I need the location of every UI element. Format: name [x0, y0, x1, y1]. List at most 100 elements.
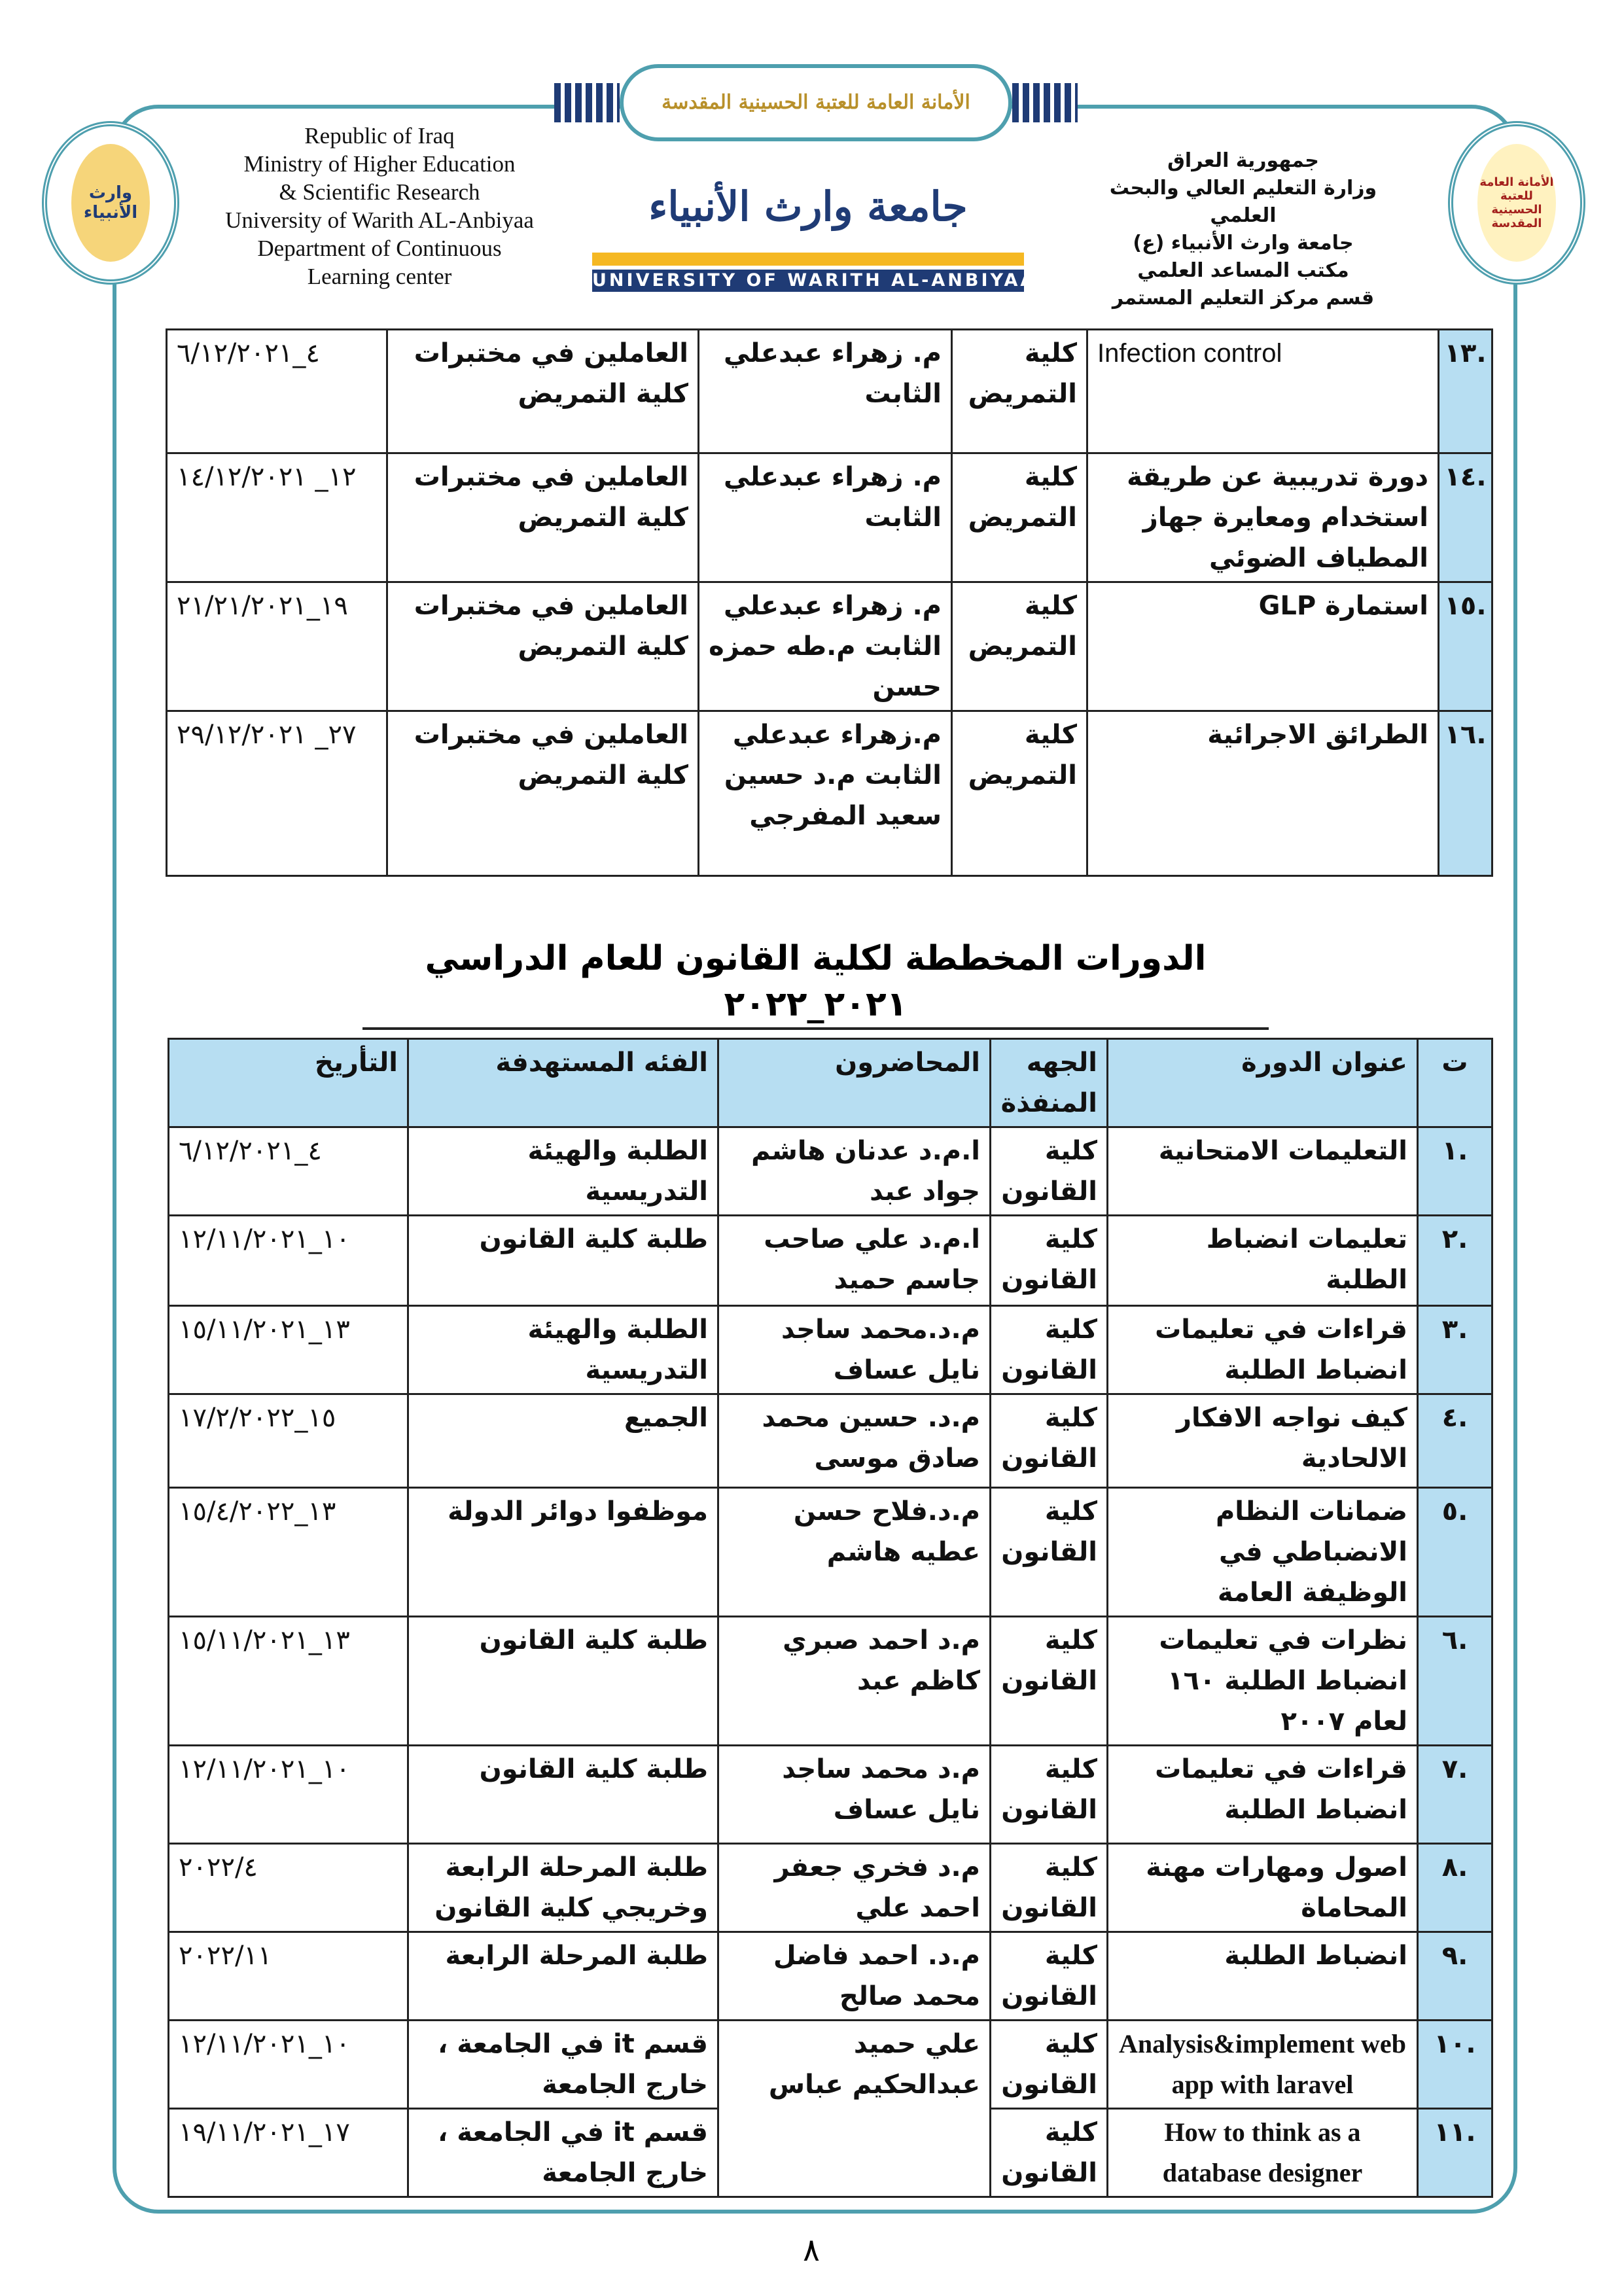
row-number: .٧ [1417, 1744, 1493, 1845]
target-audience: طلبة المرحلة الرابعة [407, 1931, 719, 2021]
table-row: .١٤ دورة تدريبية عن طريقة استخدام ومعايرة… [166, 452, 1493, 583]
row-number: .٨ [1417, 1843, 1493, 1933]
course-title: ضمانات النظام الانضباطي في الوظيفة العام… [1106, 1487, 1419, 1617]
letterhead-line: جامعة وارث الأنبياء (ع) [1133, 232, 1354, 255]
date: ١٧_١٩/١١/٢٠٢١ [168, 2108, 409, 2198]
faculty: كلية القانون [989, 1744, 1108, 1845]
lecturers: م. زهراء عبدعلي الثابت [697, 328, 953, 454]
nursing-courses-table: .١٣ Infection control كلية التمريض م. زهراء… [166, 328, 1493, 877]
target-audience: الطلبة والهيئة التدريسية [407, 1305, 719, 1395]
table-row: .٥ ضمانات النظام الانضباطي في الوظيفة الع… [168, 1487, 1493, 1617]
table-row: .١٣ Infection control كلية التمريض م. زهراء… [166, 328, 1493, 454]
row-number: .٢ [1417, 1214, 1493, 1307]
lecturers: م.زهراء عبدعلي الثابت م.د حسين سعيد المف… [697, 710, 953, 877]
table-row: .٨ اصول ومهارات مهنة المحاماة كلية القانون… [168, 1843, 1493, 1933]
letterhead-line: University of Warith AL-Anbiyaa [225, 207, 534, 233]
lecturers: م.د محمد ساجد نايل عساف [717, 1744, 991, 1845]
faculty: كلية القانون [989, 2108, 1108, 2198]
faculty: كلية التمريض [951, 710, 1088, 877]
date: ١٣_١٥/١١/٢٠٢١ [168, 1305, 409, 1395]
table-row: .٦ نظرات في تعليمات انضباط الطلبة ١٦٠ لعا… [168, 1616, 1493, 1746]
lecturers: م.د. احمد فاضل محمد صالح [717, 1931, 991, 2021]
arabic-letterhead: جمهورية العراق وزارة التعليم العالي والب… [1073, 147, 1413, 312]
date: ٢٠٢٢/٤ [168, 1843, 409, 1933]
law-courses-title: الدورات المخططة لكلية القانون للعام الدر… [362, 936, 1269, 1030]
faculty: كلية القانون [989, 1393, 1108, 1489]
row-number: .١ [1417, 1126, 1493, 1216]
faculty: كلية القانون [989, 1126, 1108, 1216]
letterhead-line: Learning center [307, 264, 452, 289]
course-title: الطرائق الاجرائية [1086, 710, 1439, 877]
row-number: .٤ [1417, 1393, 1493, 1489]
target-audience: الجميع [407, 1393, 719, 1489]
row-number: .١١ [1417, 2108, 1493, 2198]
table-row: .١١ How to think as a database designer كل… [168, 2108, 1493, 2198]
target-audience: طلبة المرحلة الرابعة وخريجي كلية القانون [407, 1843, 719, 1933]
letterhead-line: وزارة التعليم العالي والبحث العلمي [1109, 177, 1377, 227]
date: ١٠_١٢/١١/٢٠٢١ [168, 1744, 409, 1845]
date: ١٠_١٢/١١/٢٠٢١ [168, 2019, 409, 2110]
row-number: .١٤ [1438, 452, 1493, 583]
faculty: كلية التمريض [951, 328, 1088, 454]
row-number: .١٠ [1417, 2019, 1493, 2110]
faculty: كلية التمريض [951, 581, 1088, 712]
header-audience: الفئه المستهدفة [407, 1038, 719, 1128]
course-title: Infection control [1086, 328, 1439, 454]
header-title: عنوان الدورة [1106, 1038, 1419, 1128]
header-date: التأريخ [168, 1038, 409, 1128]
faculty: كلية القانون [989, 2019, 1108, 2110]
lecturers: علي حميد عبدالحكيم عباس [717, 2019, 991, 2198]
ornament-left-icon [554, 82, 620, 122]
date: ٢٠٢٢/١١ [168, 1931, 409, 2021]
letterhead-line: قسم مركز التعليم المستمر [1112, 287, 1375, 309]
table-row: .٩ انضباط الطلبة كلية القانون م.د. احمد فاض… [168, 1931, 1493, 2021]
date: ٤_٦/١٢/٢٠٢١ [168, 1126, 409, 1216]
seal-text: الأمانة العامة للعتبة الحسينية المقدسة [1477, 144, 1556, 262]
university-logo-arabic: جامعة وارث الأنبياء [648, 183, 968, 230]
table-row: .٧ قراءات في تعليمات انضباط الطلبة كلية ال… [168, 1744, 1493, 1845]
date: ١٢_ ١٤/١٢/٢٠٢١ [166, 452, 388, 583]
header-faculty: الجهه المنفذة [989, 1038, 1108, 1128]
course-title: How to think as a database designer [1106, 2108, 1419, 2198]
target-audience: العاملين في مختبرات كلية التمريض [386, 328, 699, 454]
course-title: استمارة GLP [1086, 581, 1439, 712]
table-row: .١ التعليمات الامتحانية كلية القانون ا.م.د … [168, 1126, 1493, 1216]
faculty: كلية القانون [989, 1214, 1108, 1307]
letterhead-line: مكتب المساعد العلمي [1137, 259, 1349, 282]
row-number: .٦ [1417, 1616, 1493, 1746]
banner-calligraphy: الأمانة العامة للعتبة الحسينية المقدسة [620, 63, 1012, 141]
target-audience: العاملين في مختبرات كلية التمريض [386, 710, 699, 877]
ornament-right-icon [1012, 82, 1078, 122]
letterhead-line: Department of Continuous [257, 236, 502, 261]
page-content: .١٣ Infection control كلية التمريض م. زهراء… [166, 328, 1493, 2270]
header-num: ت [1417, 1038, 1493, 1128]
row-number: .٣ [1417, 1305, 1493, 1395]
seal-text: وارث الأنبياء [71, 144, 150, 262]
row-number: .١٣ [1438, 328, 1493, 454]
target-audience: الطلبة والهيئة التدريسية [407, 1126, 719, 1216]
table-row: .٣ قراءات في تعليمات انضباط الطلبة كلية ال… [168, 1305, 1493, 1395]
page-number: ٨ [803, 2232, 820, 2269]
course-title: قراءات في تعليمات انضباط الطلبة [1106, 1305, 1419, 1395]
faculty: كلية القانون [989, 1305, 1108, 1395]
header-lecturers: المحاضرون [717, 1038, 991, 1128]
lecturers: م.د.محمد ساجد نايل عساف [717, 1305, 991, 1395]
target-audience: العاملين في مختبرات كلية التمريض [386, 581, 699, 712]
lecturers: ا.م.د علي صاحب جاسم حميد [717, 1214, 991, 1307]
course-title: تعليمات انضباط الطلبة [1106, 1214, 1419, 1307]
target-audience: طلبة كلية القانون [407, 1616, 719, 1746]
letterhead-line: جمهورية العراق [1167, 149, 1319, 172]
faculty: كلية التمريض [951, 452, 1088, 583]
lecturers: م.د فخري جعفر احمد علي [717, 1843, 991, 1933]
faculty: كلية القانون [989, 1843, 1108, 1933]
course-title: قراءات في تعليمات انضباط الطلبة [1106, 1744, 1419, 1845]
target-audience: قسم it في الجامعة ، خارج الجامعة [407, 2108, 719, 2198]
university-logo-english: UNIVERSITY OF WARITH AL-ANBIYAA [592, 270, 1037, 292]
target-audience: العاملين في مختبرات كلية التمريض [386, 452, 699, 583]
logo-bar [592, 253, 1024, 266]
date: ١٠_١٢/١١/٢٠٢١ [168, 1214, 409, 1307]
lecturers: م. زهراء عبدعلي الثابت م.طه حمزه حسن [697, 581, 953, 712]
course-title: Analysis&implement web app with laravel [1106, 2019, 1419, 2110]
date: ٤_٦/١٢/٢٠٢١ [166, 328, 388, 454]
letterhead-line: Republic of Iraq [304, 123, 455, 149]
